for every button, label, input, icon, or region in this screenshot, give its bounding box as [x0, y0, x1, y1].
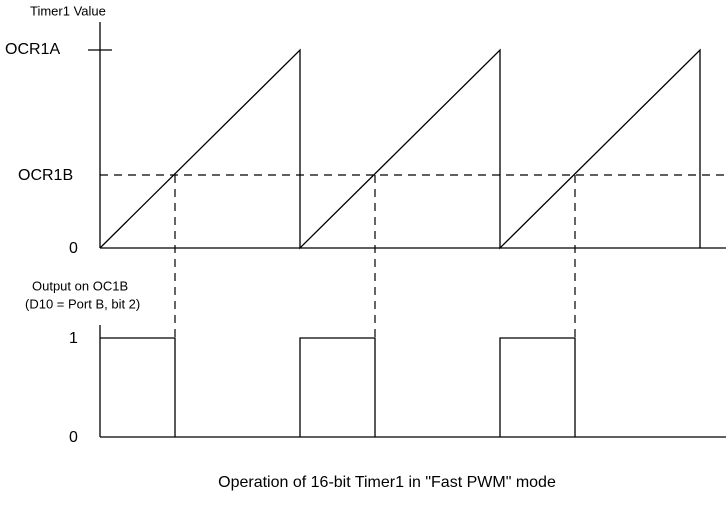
level-label: 1	[69, 330, 78, 347]
output-title: (D10 = Port B, bit 2)	[25, 296, 140, 311]
output-title: Output on OC1B	[32, 278, 128, 293]
pulse	[499, 337, 576, 437]
caption: Operation of 16-bit Timer1 in "Fast PWM"…	[218, 474, 556, 491]
level-label: 0	[69, 429, 78, 446]
sawtooth	[99, 48, 701, 250]
pulse	[100, 337, 176, 437]
pulse	[299, 337, 376, 437]
level-label: OCR1A	[5, 41, 60, 58]
level-label: 0	[69, 240, 78, 257]
level-label: OCR1B	[18, 167, 73, 184]
timer-title: Timer1 Value	[30, 3, 106, 18]
